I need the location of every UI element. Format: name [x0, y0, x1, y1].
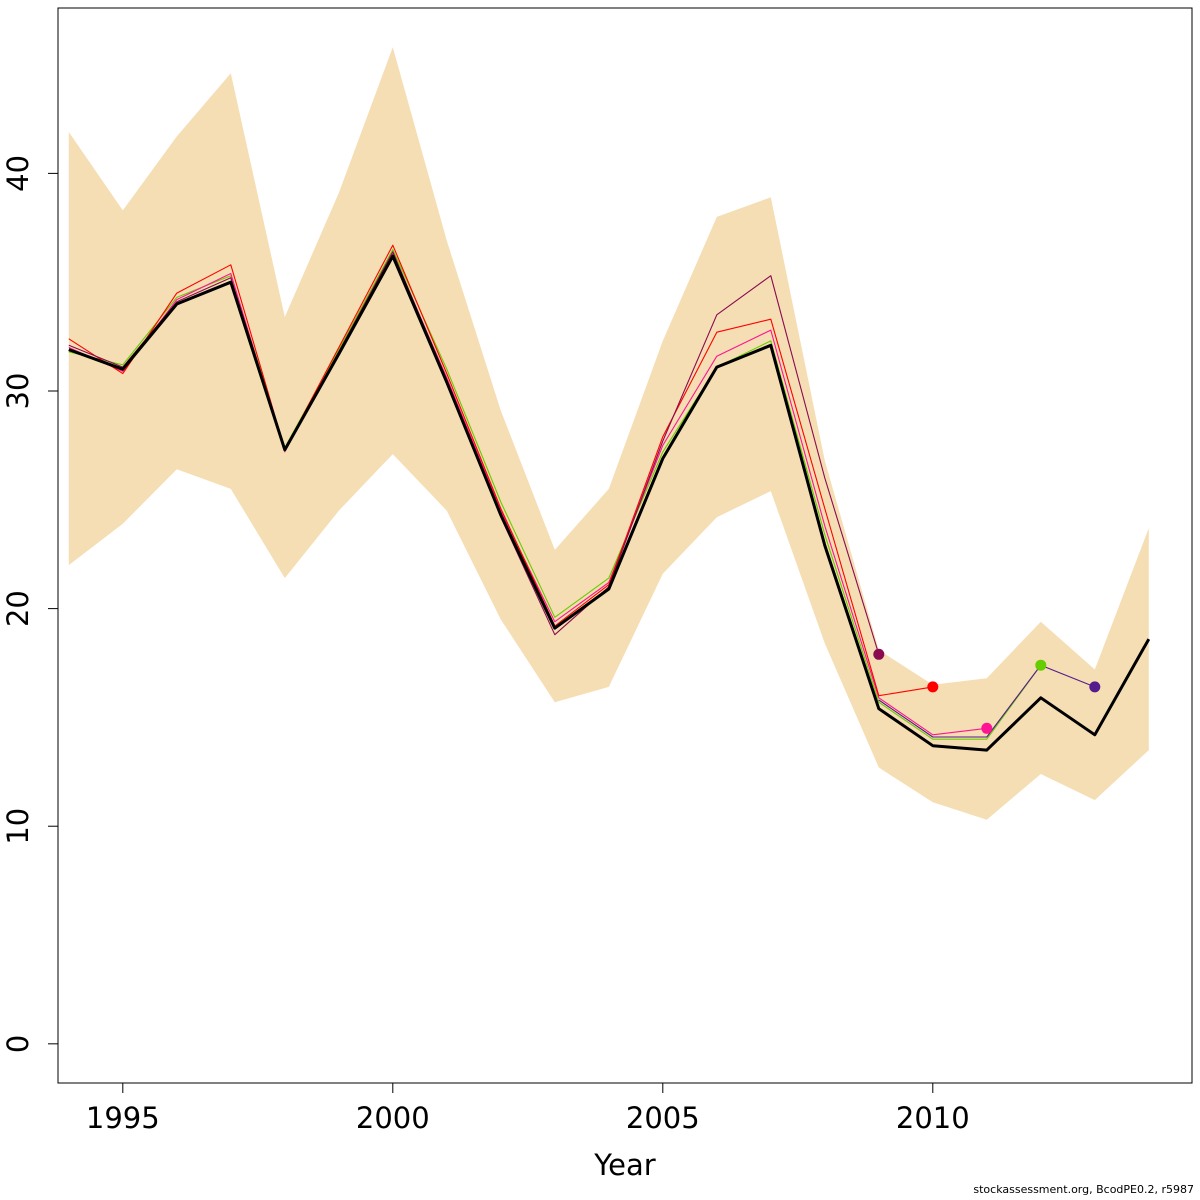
series-endpoint-3	[927, 681, 939, 693]
x-tick-label: 2005	[626, 1101, 700, 1135]
confidence-band-layer	[68, 47, 1149, 820]
x-tick-label: 2000	[356, 1101, 430, 1135]
y-tick-label: 40	[1, 155, 35, 192]
series-endpoint-4	[873, 648, 885, 660]
y-tick-label: 10	[1, 808, 35, 845]
x-axis: 1995 2000 2005 2010	[86, 1082, 970, 1135]
x-tick-label: 1995	[86, 1101, 160, 1135]
endpoint-layer	[873, 648, 1101, 734]
x-axis-title: Year	[593, 1148, 655, 1182]
series-endpoint-2	[981, 722, 993, 734]
series-endpoint-1	[1035, 659, 1047, 671]
series-line-peel-1	[68, 248, 1042, 740]
series-line-peel-5	[878, 664, 1096, 738]
confidence-band	[68, 47, 1149, 820]
series-line-main	[68, 254, 1151, 752]
series-line-peel-3	[68, 244, 933, 697]
y-tick-label: 20	[1, 590, 35, 627]
footer-credit: stockassessment.org, BcodPE0.2, r5987	[973, 1183, 1194, 1196]
y-axis: 0 10 20 30 40	[1, 155, 59, 1053]
series-layer	[68, 244, 1151, 752]
y-tick-label: 0	[1, 1035, 35, 1053]
series-endpoint-5	[1089, 681, 1101, 693]
y-tick-label: 30	[1, 373, 35, 410]
x-tick-label: 2010	[896, 1101, 970, 1135]
